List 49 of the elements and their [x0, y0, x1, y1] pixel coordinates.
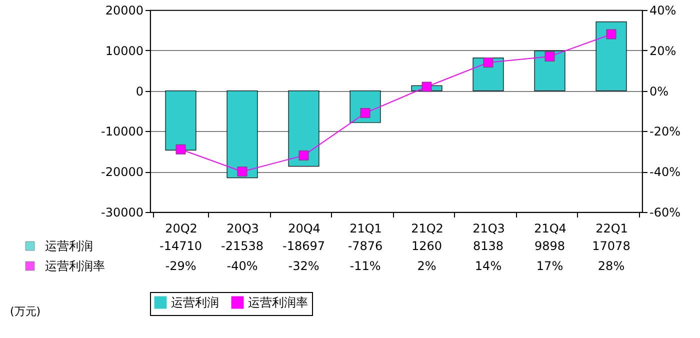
legend-label: 运营利润 [45, 239, 93, 253]
data-label: -21538 [220, 239, 264, 253]
data-label: 17078 [592, 239, 630, 253]
point [237, 166, 248, 177]
data-label: -7876 [348, 239, 383, 253]
data-label: 14% [474, 259, 502, 273]
x-tick-label: 20Q2 [165, 222, 198, 236]
point [360, 108, 370, 118]
y-tick-label: -30000 [100, 206, 144, 220]
data-label: 8138 [472, 239, 504, 253]
x-tick-label: 20Q4 [288, 222, 320, 236]
y2-tick-label: -20% [650, 124, 681, 139]
legend-label: 运营利润率 [45, 259, 105, 273]
data-label: 17% [536, 259, 564, 273]
x-tick-label: 21Q2 [411, 222, 444, 236]
y-tick-label: 20000 [105, 4, 144, 18]
text: (万元) [10, 305, 41, 318]
data-label: -18697 [282, 239, 326, 253]
x-tick-label: 21Q3 [472, 222, 505, 236]
y2-tick-label: 40% [650, 4, 676, 18]
data-label: -14710 [159, 239, 202, 253]
text: 运营利润 [171, 296, 219, 310]
data-label: 2% [417, 259, 436, 273]
data-label: 9898 [534, 239, 566, 253]
y-tick-label: -20000 [100, 165, 144, 180]
point [176, 144, 186, 154]
y-tick-label: 0 [136, 84, 144, 98]
y2-tick-label: 0% [650, 84, 669, 98]
point [422, 82, 432, 92]
y-tick-label: 10000 [105, 44, 144, 58]
point [544, 51, 555, 62]
point [483, 58, 494, 68]
x-tick-label: 20Q3 [226, 222, 259, 236]
y2-tick-label: -40% [650, 165, 681, 180]
y-tick-label: -10000 [100, 124, 144, 139]
data-label: -40% [226, 259, 258, 273]
x-tick-label: 21Q1 [350, 222, 382, 236]
x-tick-label: 22Q1 [596, 222, 628, 236]
x-tick-label: 21Q4 [534, 222, 566, 236]
point [606, 29, 616, 40]
data-label: -29% [165, 259, 196, 273]
y2-tick-label: 20% [650, 44, 676, 58]
data-label: -11% [350, 259, 381, 273]
data-label: 28% [598, 259, 625, 273]
data-label: 1260 [411, 239, 442, 253]
text: 运营利润率 [248, 296, 308, 310]
y2-tick-label: -60% [650, 206, 681, 220]
data-label: -32% [288, 259, 320, 273]
point [298, 150, 309, 160]
